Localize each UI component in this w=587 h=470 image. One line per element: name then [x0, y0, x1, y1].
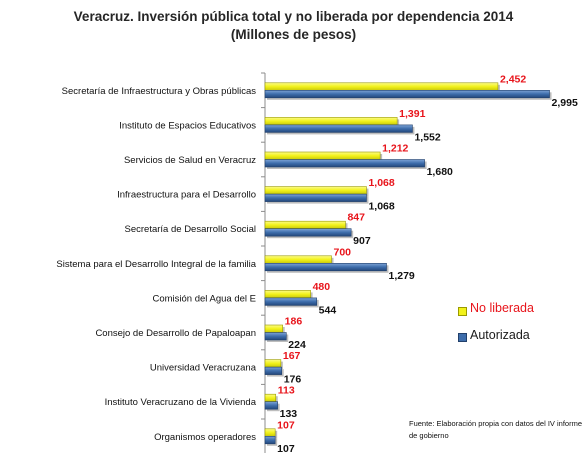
source-note: Fuente: Elaboración propia con datos del… — [409, 419, 583, 440]
data-label-no-liberada: 1,068 — [368, 177, 394, 189]
legend-label-autorizada: Autorizada — [470, 328, 530, 342]
category-label: Infraestructura para el Desarrollo — [117, 190, 256, 201]
bar-autorizada — [264, 366, 283, 375]
bar-no-liberada — [264, 324, 283, 333]
data-label-autorizada: 1,279 — [389, 270, 415, 282]
bar-no-liberada — [264, 82, 499, 91]
category-label: Secretaría de Infraestructura y Obras pú… — [62, 86, 257, 97]
chart-subtitle: (Millones de pesos) — [230, 27, 357, 42]
data-label-no-liberada: 847 — [347, 212, 365, 224]
legend-label-no-liberada: No liberada — [470, 301, 534, 315]
data-label-autorizada: 107 — [277, 443, 295, 455]
bar-no-liberada — [264, 117, 398, 126]
data-label-no-liberada: 2,452 — [500, 73, 526, 85]
data-label-no-liberada: 1,391 — [399, 108, 425, 120]
data-label-no-liberada: 480 — [313, 281, 331, 293]
bar-autorizada — [264, 297, 317, 306]
bar-no-liberada — [264, 186, 367, 195]
data-label-autorizada: 1,552 — [414, 131, 440, 143]
bar-no-liberada — [264, 220, 346, 229]
bar-no-liberada — [264, 393, 277, 403]
bar-no-liberada — [264, 255, 332, 264]
bar-autorizada — [264, 401, 278, 410]
bar-no-liberada — [264, 428, 276, 437]
bar-autorizada — [264, 90, 550, 99]
category-label: Instituto de Espacios Educativos — [119, 120, 256, 131]
bar-autorizada — [264, 332, 287, 341]
bar-autorizada — [264, 228, 352, 237]
bar-autorizada — [264, 262, 387, 272]
data-label-autorizada: 224 — [288, 339, 306, 351]
legend-swatch-autorizada — [458, 333, 467, 342]
bar-no-liberada — [264, 151, 381, 160]
data-label-autorizada: 176 — [284, 374, 302, 386]
data-label-autorizada: 2,995 — [552, 97, 578, 109]
bar-no-liberada — [264, 359, 282, 368]
data-label-autorizada: 133 — [280, 408, 298, 420]
data-label-autorizada: 907 — [353, 235, 371, 247]
data-label-no-liberada: 167 — [283, 350, 301, 362]
data-label-no-liberada: 113 — [278, 385, 295, 397]
data-label-autorizada: 1,068 — [368, 201, 394, 213]
category-label: Comisión del Agua del E — [152, 293, 256, 304]
category-label: Organismos operadores — [154, 432, 256, 443]
data-label-autorizada: 544 — [319, 304, 337, 316]
bar-autorizada — [264, 124, 413, 133]
data-label-no-liberada: 186 — [285, 316, 303, 328]
bar-autorizada — [264, 435, 276, 445]
bar-no-liberada — [264, 290, 311, 299]
category-label: Consejo de Desarrollo de Papaloapan — [95, 328, 256, 339]
data-label-autorizada: 1,680 — [427, 166, 453, 178]
category-label: Instituto Veracruzano de la Vivienda — [105, 397, 257, 408]
category-label: Servicios de Salud en Veracruz — [124, 155, 256, 166]
chart-title: Veracruz. Inversión pública total y no l… — [73, 9, 514, 24]
data-label-no-liberada: 1,212 — [382, 143, 408, 155]
legend-swatch-no-liberada — [458, 307, 467, 316]
data-label-no-liberada: 107 — [277, 419, 295, 431]
category-label: Universidad Veracruzana — [150, 363, 257, 374]
category-label: Secretaría de Desarrollo Social — [125, 224, 256, 235]
bar-autorizada — [264, 193, 367, 202]
data-label-no-liberada: 700 — [334, 246, 352, 258]
category-label: Sistema para el Desarrollo Integral de l… — [56, 259, 256, 270]
bar-autorizada — [264, 159, 425, 168]
